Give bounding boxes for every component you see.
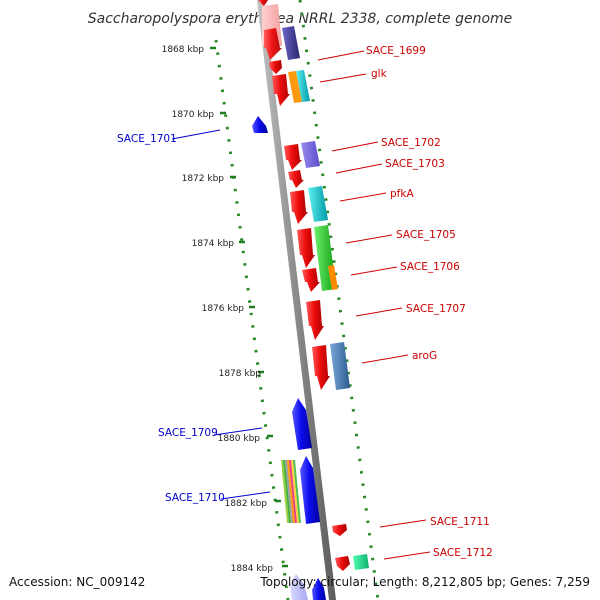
gene-label-sace-1701[interactable]: SACE_1701: [117, 133, 177, 145]
gene-label-sace-1707[interactable]: SACE_1707: [406, 303, 466, 315]
gene-arrow-small[interactable]: [269, 60, 282, 74]
kbp-label: 1872 kbp: [182, 174, 225, 184]
label-leader-line: [383, 551, 431, 560]
gene-arrow-sace-1705[interactable]: [297, 228, 315, 268]
label-leader-line: [355, 307, 403, 317]
gene-arrow-sace-1701[interactable]: [252, 116, 268, 133]
kbp-label: 1884 kbp: [231, 564, 274, 574]
kbp-label: 1870 kbp: [172, 110, 215, 120]
kbp-label: 1880 kbp: [218, 434, 261, 444]
label-leader-line: [331, 141, 379, 152]
gene-arrow-top-cut[interactable]: [258, 0, 268, 6]
gene-arrow-glk[interactable]: [272, 74, 290, 106]
label-leader-line: [350, 266, 398, 276]
feature-stripe: [283, 460, 291, 523]
gene-arrow-sace-1706[interactable]: [302, 268, 320, 292]
gene-label-sace-1702[interactable]: SACE_1702: [381, 137, 441, 149]
genome-backbone: [257, 0, 336, 600]
kbp-label: 1868 kbp: [162, 45, 205, 55]
gene-arrow-bottom[interactable]: [312, 578, 326, 600]
gene-arrow-sace-1710[interactable]: [300, 456, 320, 524]
gene-arrow-pfka[interactable]: [290, 190, 308, 224]
gene-label-sace-1711[interactable]: SACE_1711: [430, 516, 490, 528]
kbp-scale: 1868 kbp 1870 kbp 1872 kbp 1874 kbp 1876…: [162, 45, 288, 574]
kbp-label: 1882 kbp: [225, 499, 268, 509]
feature-block-mint: [353, 554, 369, 570]
gene-arrow-sace-1711[interactable]: [332, 524, 347, 536]
kbp-label: 1876 kbp: [202, 304, 245, 314]
feature-stripe: [289, 460, 297, 523]
gene-labels: SACE_1699 glk SACE_1701 SACE_1702 SACE_1…: [117, 45, 493, 560]
feature-block-purple: [301, 141, 320, 168]
feature-color-blocks: [282, 26, 369, 570]
feature-stripes-sace-1710: [281, 460, 301, 523]
gene-arrow-arog[interactable]: [312, 345, 330, 390]
feature-stripe: [293, 460, 301, 523]
label-leader-line: [339, 192, 387, 202]
feature-block-steel-blue: [330, 342, 350, 390]
gene-arrow-sace-1712[interactable]: [335, 556, 350, 571]
feature-block-cyan: [308, 186, 328, 222]
accession-label: Accession: NC_009142: [9, 575, 145, 589]
gene-label-sace-1710[interactable]: SACE_1710: [165, 492, 225, 504]
label-leader-line: [379, 519, 427, 528]
feature-block-orange: [288, 71, 302, 103]
feature-block-cyan: [296, 70, 310, 102]
kbp-label: 1878 kbp: [219, 369, 262, 379]
genome-summary: Topology: circular; Length: 8,212,805 bp…: [259, 575, 590, 589]
gene-arrow-sace-1707[interactable]: [306, 300, 324, 340]
gene-label-sace-1703[interactable]: SACE_1703: [385, 158, 445, 170]
feature-stripe: [281, 460, 289, 523]
label-leader-line: [213, 427, 263, 436]
label-leader-line: [361, 354, 409, 364]
gene-arrow-sace-1703[interactable]: [288, 170, 304, 188]
gene-arrow-bottom-faded[interactable]: [290, 574, 308, 600]
kbp-label: 1874 kbp: [192, 239, 235, 249]
gene-label-sace-1705[interactable]: SACE_1705: [396, 229, 456, 241]
gene-arrow-sace-1699[interactable]: [264, 28, 282, 60]
gene-label-sace-1706[interactable]: SACE_1706: [400, 261, 460, 273]
label-leader-line: [319, 73, 367, 83]
ruler-right-edge: [298, 0, 380, 600]
feature-stripe: [287, 460, 295, 523]
gene-label-arog[interactable]: aroG: [412, 350, 437, 362]
gene-label-sace-1699[interactable]: SACE_1699: [366, 45, 426, 57]
label-leader-line: [317, 50, 365, 61]
forward-strand-genes: [258, 0, 350, 571]
label-leader-line: [171, 129, 221, 140]
gene-arrow-sace-1709[interactable]: [292, 398, 312, 450]
feature-block-dark-blue: [282, 26, 300, 60]
feature-block-orange: [328, 265, 338, 290]
label-leader-line: [345, 234, 393, 244]
label-leader-line: [335, 163, 383, 174]
label-leader-line: [220, 491, 271, 500]
feature-stripe: [291, 460, 299, 523]
map-title: Saccharopolyspora erythraea NRRL 2338, c…: [88, 11, 513, 27]
feature-stripe: [285, 460, 293, 523]
gene-label-sace-1712[interactable]: SACE_1712: [433, 547, 493, 559]
reverse-strand-genes: [252, 116, 326, 600]
gene-label-pfka[interactable]: pfkA: [390, 188, 414, 200]
gene-label-sace-1709[interactable]: SACE_1709: [158, 427, 218, 439]
gene-label-glk[interactable]: glk: [371, 68, 388, 80]
gene-arrow-sace-1702[interactable]: [284, 144, 302, 170]
